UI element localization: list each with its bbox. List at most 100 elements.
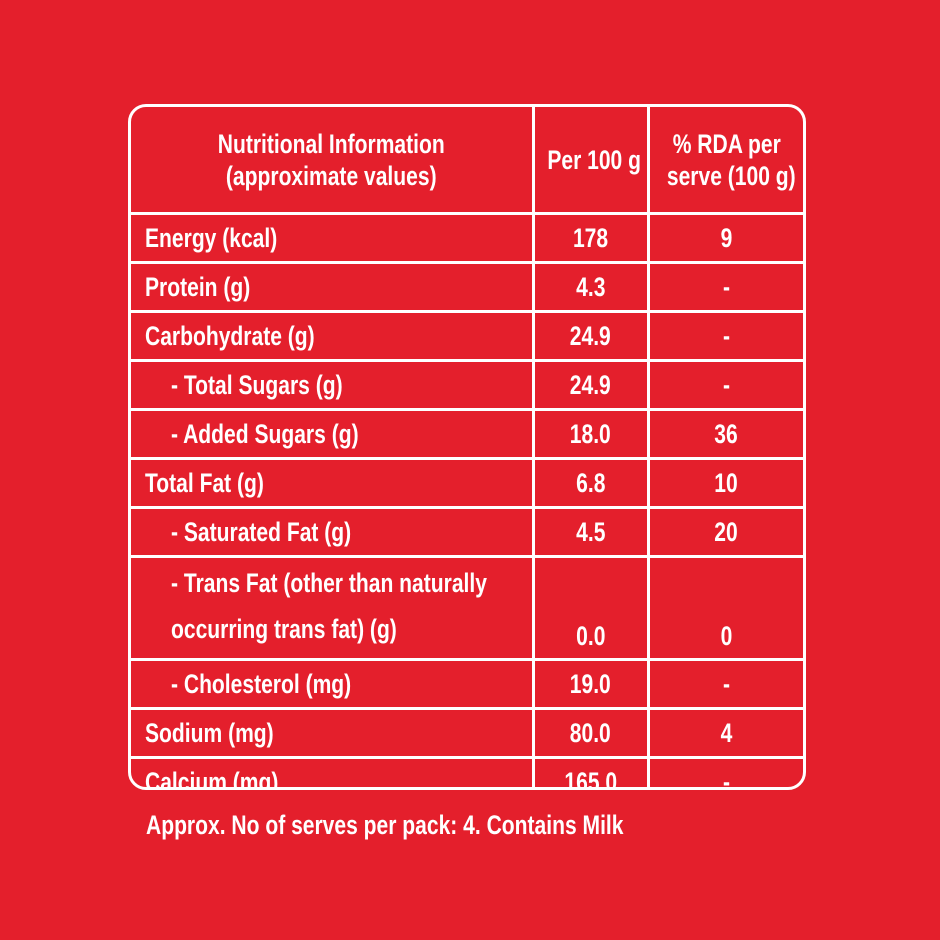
cell-text: 10 [714, 467, 738, 498]
cell-text: - [722, 766, 730, 790]
per-100g-value: 6.8 [531, 457, 650, 509]
label-line: Sodium (mg) [145, 710, 532, 756]
label-line: - Cholesterol (mg) [171, 661, 532, 707]
cell-text: 24.9 [570, 320, 611, 351]
per-100g-value: 165.0 [531, 756, 650, 790]
label-line: - Total Sugars (g) [171, 362, 532, 408]
label-text: - Cholesterol (mg) [171, 669, 352, 699]
header-text: serve (100 g) [666, 160, 796, 191]
rda-value: 10 [646, 457, 803, 509]
table-row: - Added Sugars (g) 18.0 36 [131, 408, 803, 460]
header-text: Per 100 g [546, 144, 641, 175]
table-row: - Saturated Fat (g) 4.5 20 [131, 506, 803, 558]
label-text: - Trans Fat (other than naturally [171, 568, 487, 598]
cell-text: 20 [714, 516, 738, 547]
nutrient-label: - Cholesterol (mg) [131, 658, 535, 710]
rda-value: 20 [646, 506, 803, 558]
cell-text: 0 [720, 621, 733, 651]
per-100g-value: 24.9 [531, 359, 650, 411]
nutrient-label: - Added Sugars (g) [131, 408, 535, 460]
rda-value: - [646, 658, 803, 710]
label-text: Carbohydrate (g) [145, 321, 315, 351]
nutrition-table-frame: Nutritional Information (approximate valu… [128, 104, 806, 790]
table-row: - Cholesterol (mg) 19.0 - [131, 658, 803, 710]
header-text: % RDA per [672, 128, 781, 159]
table-row: - Total Sugars (g) 24.9 - [131, 359, 803, 411]
label-line: - Added Sugars (g) [171, 411, 532, 457]
table-row: Carbohydrate (g) 24.9 - [131, 310, 803, 362]
table-row: Energy (kcal) 178 9 [131, 212, 803, 264]
cell-text: 24.9 [570, 369, 611, 400]
label-line: Carbohydrate (g) [145, 313, 532, 359]
cell-text: - [722, 369, 730, 400]
label-text: - Total Sugars (g) [171, 370, 343, 400]
per-100g-value: 0.0 [531, 555, 650, 661]
nutrient-label: Sodium (mg) [131, 707, 535, 759]
rda-value: 4 [646, 707, 803, 759]
nutrient-label: Total Fat (g) [131, 457, 535, 509]
rda-value: 9 [646, 212, 803, 264]
table-row: Protein (g) 4.3 - [131, 261, 803, 313]
per-100g-value: 4.5 [531, 506, 650, 558]
nutrient-label: - Trans Fat (other than naturally occurri… [131, 555, 535, 661]
nutrient-label: - Saturated Fat (g) [131, 506, 535, 558]
header-text: (approximate values) [225, 160, 437, 191]
per-100g-value: 178 [531, 212, 650, 264]
label-text: Protein (g) [145, 272, 251, 302]
label-text: - Added Sugars (g) [171, 419, 359, 449]
cell-text: 6.8 [575, 467, 606, 498]
header-cell: Per 100 g [531, 107, 650, 215]
label-text: - Saturated Fat (g) [171, 517, 352, 547]
label-line: Total Fat (g) [145, 460, 532, 506]
cell-text: 165.0 [564, 766, 617, 790]
nutrient-label: Energy (kcal) [131, 212, 535, 264]
cell-text: 36 [714, 418, 738, 449]
cell-text: 4.5 [575, 516, 606, 547]
rda-value: 36 [646, 408, 803, 460]
cell-text: 18.0 [570, 418, 611, 449]
rda-value: - [646, 261, 803, 313]
cell-text: 4 [720, 717, 733, 748]
rda-value: - [646, 756, 803, 790]
rda-value: - [646, 359, 803, 411]
table-row: - Trans Fat (other than naturally occurri… [131, 555, 803, 661]
nutrient-label: Carbohydrate (g) [131, 310, 535, 362]
footer-note: Approx. No of serves per pack: 4. Contai… [146, 810, 758, 841]
cell-text: 0.0 [575, 621, 606, 651]
label-line: - Saturated Fat (g) [171, 509, 532, 555]
rda-value: - [646, 310, 803, 362]
label-line: - Trans Fat (other than naturally [171, 560, 532, 606]
cell-text: - [722, 668, 730, 699]
nutrition-table: Nutritional Information (approximate valu… [131, 107, 803, 790]
label-text: Energy (kcal) [145, 223, 278, 253]
table-row: Total Fat (g) 6.8 10 [131, 457, 803, 509]
cell-text: - [722, 320, 730, 351]
label-line: Energy (kcal) [145, 215, 532, 261]
label-line: Protein (g) [145, 264, 532, 310]
cell-text: - [722, 271, 730, 302]
header-row: Nutritional Information (approximate valu… [131, 107, 803, 215]
label-line: Calcium (mg) [145, 759, 532, 787]
label-text: occurring trans fat) (g) [171, 614, 397, 644]
nutrient-label: - Total Sugars (g) [131, 359, 535, 411]
per-100g-value: 4.3 [531, 261, 650, 313]
label-line: occurring trans fat) (g) [171, 606, 532, 652]
cell-text: 80.0 [570, 717, 611, 748]
cell-text: 19.0 [570, 668, 611, 699]
table-row: Calcium (mg) 165.0 - [131, 756, 803, 790]
per-100g-value: 18.0 [531, 408, 650, 460]
rda-value: 0 [646, 555, 803, 661]
cell-text: 4.3 [575, 271, 606, 302]
per-100g-value: 80.0 [531, 707, 650, 759]
label-text: Total Fat (g) [145, 468, 264, 498]
note-text: Approx. No of serves per pack: 4. Contai… [146, 810, 624, 840]
per-100g-value: 19.0 [531, 658, 650, 710]
label-text: Sodium (mg) [145, 718, 274, 748]
header-cell: % RDA per serve (100 g) [646, 107, 803, 215]
nutrient-label: Protein (g) [131, 261, 535, 313]
cell-text: 178 [572, 222, 609, 253]
per-100g-value: 24.9 [531, 310, 650, 362]
table-row: Sodium (mg) 80.0 4 [131, 707, 803, 759]
header-text: Nutritional Information [217, 128, 445, 159]
